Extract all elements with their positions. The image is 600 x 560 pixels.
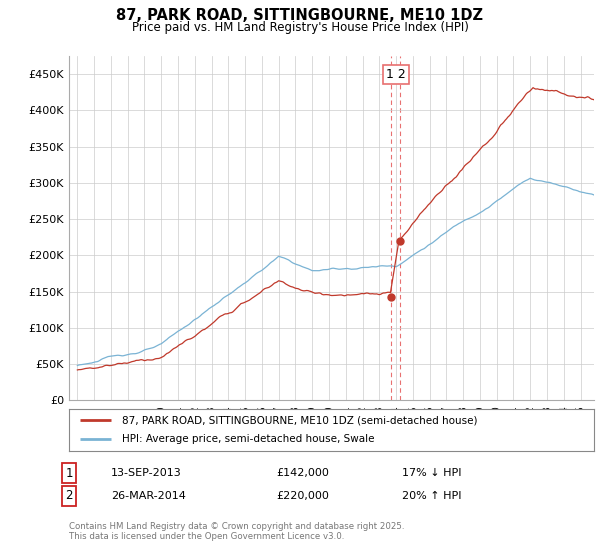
Text: Price paid vs. HM Land Registry's House Price Index (HPI): Price paid vs. HM Land Registry's House … — [131, 21, 469, 34]
Text: 26-MAR-2014: 26-MAR-2014 — [111, 491, 186, 501]
Text: 17% ↓ HPI: 17% ↓ HPI — [402, 468, 461, 478]
Text: 1: 1 — [65, 466, 73, 480]
Text: 20% ↑ HPI: 20% ↑ HPI — [402, 491, 461, 501]
Text: 87, PARK ROAD, SITTINGBOURNE, ME10 1DZ (semi-detached house): 87, PARK ROAD, SITTINGBOURNE, ME10 1DZ (… — [121, 415, 477, 425]
Text: HPI: Average price, semi-detached house, Swale: HPI: Average price, semi-detached house,… — [121, 435, 374, 445]
Text: 1 2: 1 2 — [386, 68, 406, 81]
Text: 13-SEP-2013: 13-SEP-2013 — [111, 468, 182, 478]
Text: 87, PARK ROAD, SITTINGBOURNE, ME10 1DZ: 87, PARK ROAD, SITTINGBOURNE, ME10 1DZ — [116, 8, 484, 24]
Text: £142,000: £142,000 — [276, 468, 329, 478]
Text: Contains HM Land Registry data © Crown copyright and database right 2025.
This d: Contains HM Land Registry data © Crown c… — [69, 522, 404, 542]
Text: 2: 2 — [65, 489, 73, 502]
Text: £220,000: £220,000 — [276, 491, 329, 501]
